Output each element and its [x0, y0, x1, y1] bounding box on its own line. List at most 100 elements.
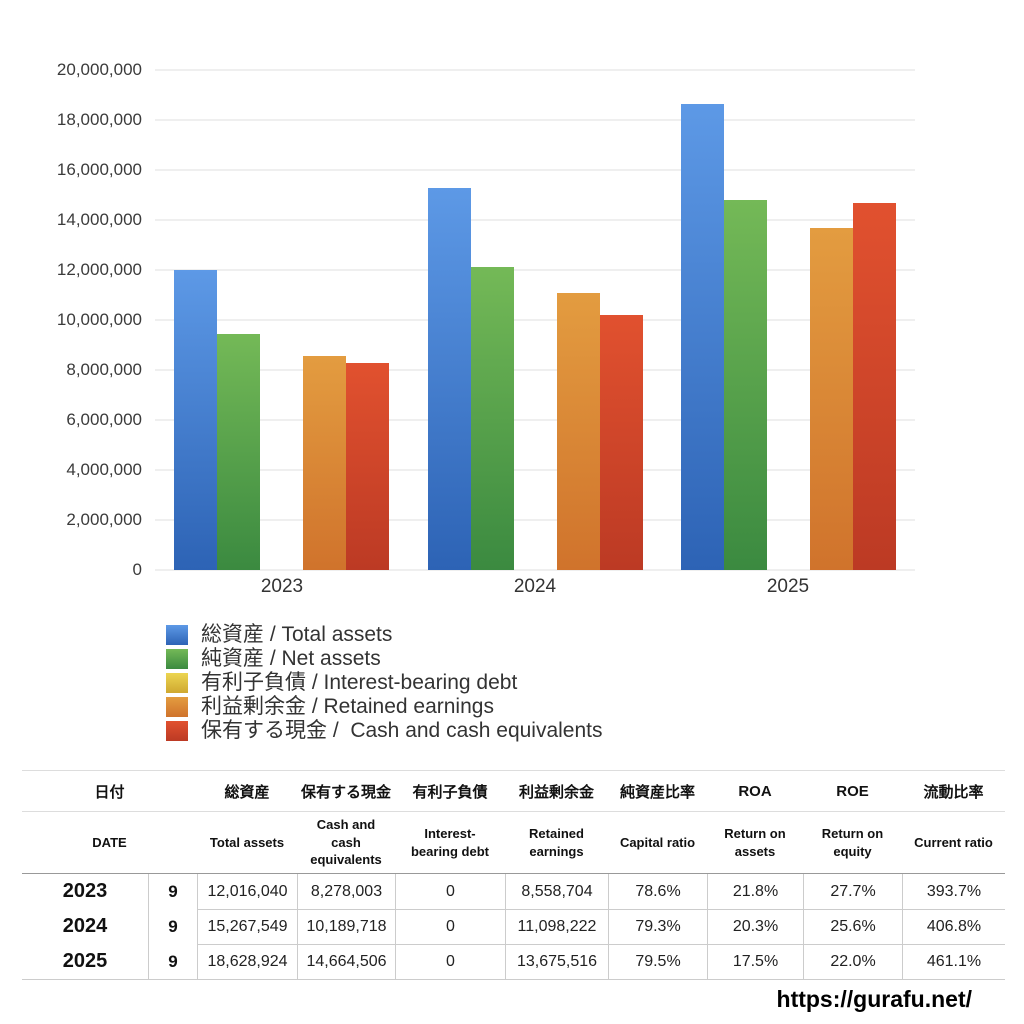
bar-total-assets-2025: [681, 104, 724, 570]
bar-cash-2024: [600, 315, 643, 570]
gridline: [155, 469, 915, 471]
legend-swatch-cash: [166, 721, 188, 741]
bar-cash-2025: [853, 203, 896, 570]
header-cell-ja: ROE: [836, 782, 869, 800]
legend-swatch-retained-earnings: [166, 697, 188, 717]
y-tick-label: 12,000,000: [56, 260, 142, 279]
y-tick-label: 18,000,000: [56, 110, 142, 129]
legend-item-net-assets: 純資産 / Net assets: [166, 647, 603, 671]
y-tick-label: 10,000,000: [56, 310, 142, 329]
x-axis-label-2024: 2024: [513, 576, 557, 597]
legend-label-net-assets: 純資産 / Net assets: [201, 647, 381, 670]
cell-value: 17.5%: [707, 944, 803, 979]
cell-value: 22.0%: [803, 944, 902, 979]
table-row: 2024 9 15,267,549 10,189,718 0 11,098,222 79.3…: [22, 909, 1005, 944]
cell-value: 18,628,924: [197, 944, 297, 979]
legend-label-interest-bearing-debt: 有利子負債 / Interest-bearing debt: [201, 671, 518, 694]
x-axis-label-2023: 2023: [260, 576, 304, 597]
legend-label-retained-earnings: 利益剰余金 / Retained earnings: [201, 695, 494, 718]
header-cell-en: Cash and cash equivalents: [310, 817, 382, 868]
cell-value: 0: [395, 909, 505, 944]
y-tick-label: 14,000,000: [56, 210, 142, 229]
gridline: [155, 169, 915, 171]
header-cell-en: Return on equity: [821, 825, 884, 859]
cell-month: 9: [148, 944, 197, 979]
legend-swatch-interest-bearing-debt: [166, 673, 188, 693]
cell-value: 15,267,549: [197, 909, 297, 944]
cell-value: 8,278,003: [297, 874, 395, 909]
header-cell-en: Interest-bearing debt: [410, 825, 489, 859]
legend-item-total-assets: 総資産 / Total assets: [166, 623, 603, 647]
cell-value: 11,098,222: [505, 909, 608, 944]
bar-net-assets-2023: [217, 334, 260, 570]
cell-value: 78.6%: [608, 874, 707, 909]
gridline: [155, 519, 915, 521]
y-tick-label: 20,000,000: [56, 60, 142, 79]
cell-value: 0: [395, 944, 505, 979]
header-cell-ja: 利益剰余金: [518, 783, 594, 801]
x-axis-label-2025: 2025: [766, 576, 810, 597]
gridline: [155, 219, 915, 221]
legend-label-cash: 保有する現金 / Cash and cash equivalents: [201, 719, 603, 742]
gridline: [155, 269, 915, 271]
table-row: 2025 9 18,628,924 14,664,506 0 13,675,516 79.5…: [22, 944, 1005, 979]
bar-total-assets-2023: [174, 270, 217, 570]
header-cell-ja: 総資産: [224, 783, 270, 801]
cell-value: 8,558,704: [505, 874, 608, 909]
header-cell-ja: ROA: [738, 782, 772, 800]
header-cell-en: Capital ratio: [619, 834, 696, 850]
y-tick-label: 0: [132, 560, 142, 579]
y-tick-label: 16,000,000: [56, 160, 142, 179]
header-cell-en: Current ratio: [914, 834, 993, 850]
plot-area: [155, 69, 915, 571]
cell-value: 14,664,506: [297, 944, 395, 979]
cell-month: 9: [148, 874, 197, 909]
cell-value: 12,016,040: [197, 874, 297, 909]
table-header-row-ja: 日付 総資産 保有する現金 有利子負債 利益剰余金 純資産比率 ROA ROE 流動比率: [22, 771, 1005, 812]
cell-value: 10,189,718: [297, 909, 395, 944]
cell-value: 27.7%: [803, 874, 902, 909]
cell-value: 0: [395, 874, 505, 909]
header-cell-ja: 純資産比率: [619, 783, 695, 801]
cell-value: 20.3%: [707, 909, 803, 944]
cell-value: 406.8%: [902, 909, 1005, 944]
legend-item-cash: 保有する現金 / Cash and cash equivalents: [166, 719, 603, 743]
y-tick-label: 6,000,000: [66, 410, 142, 429]
gridline: [155, 319, 915, 321]
cell-value: 79.5%: [608, 944, 707, 979]
cell-year: 2023: [62, 880, 108, 902]
legend-label-total-assets: 総資産 / Total assets: [201, 623, 393, 646]
header-cell-ja: 日付: [94, 783, 125, 801]
gridline: [155, 569, 915, 571]
cell-value: 13,675,516: [505, 944, 608, 979]
cell-month: 9: [148, 909, 197, 944]
footer-url-link[interactable]: https://gurafu.net/: [776, 986, 972, 1012]
cell-year: 2025: [62, 950, 108, 972]
y-tick-label: 2,000,000: [66, 510, 142, 529]
header-cell-ja: 流動比率: [923, 783, 984, 801]
header-cell-en: Retained earnings: [529, 825, 584, 859]
bar-retained-earnings-2025: [810, 228, 853, 570]
bar-retained-earnings-2023: [303, 356, 346, 570]
y-tick-label: 4,000,000: [66, 460, 142, 479]
header-cell-en: Return on assets: [724, 825, 786, 859]
gridline: [155, 69, 915, 71]
bar-retained-earnings-2024: [557, 293, 600, 570]
gridline: [155, 369, 915, 371]
table-header-row-en: DATE Total assets Cash and cash equivalent…: [22, 812, 1005, 874]
header-cell-ja: 保有する現金: [300, 783, 391, 801]
legend-item-interest-bearing-debt: 有利子負債 / Interest-bearing debt: [166, 671, 603, 695]
y-axis-tick-labels: 20,000,000 18,000,000 16,000,000 14,000,000…: [0, 60, 142, 579]
financial-data-table: 日付 総資産 保有する現金 有利子負債 利益剰余金 純資産比率 ROA ROE 流動比率 DATE…: [22, 770, 1005, 980]
chart-legend: 総資産 / Total assets 純資産 / Net assets 有利子負債 …: [166, 623, 603, 743]
cell-value: 393.7%: [902, 874, 1005, 909]
bar-net-assets-2024: [471, 267, 514, 570]
header-cell-ja: 有利子負債: [412, 783, 488, 801]
legend-swatch-total-assets: [166, 625, 188, 645]
bar-cash-2023: [346, 363, 389, 570]
cell-value: 79.3%: [608, 909, 707, 944]
cell-value: 21.8%: [707, 874, 803, 909]
cell-value: 25.6%: [803, 909, 902, 944]
cell-year: 2024: [62, 915, 108, 937]
